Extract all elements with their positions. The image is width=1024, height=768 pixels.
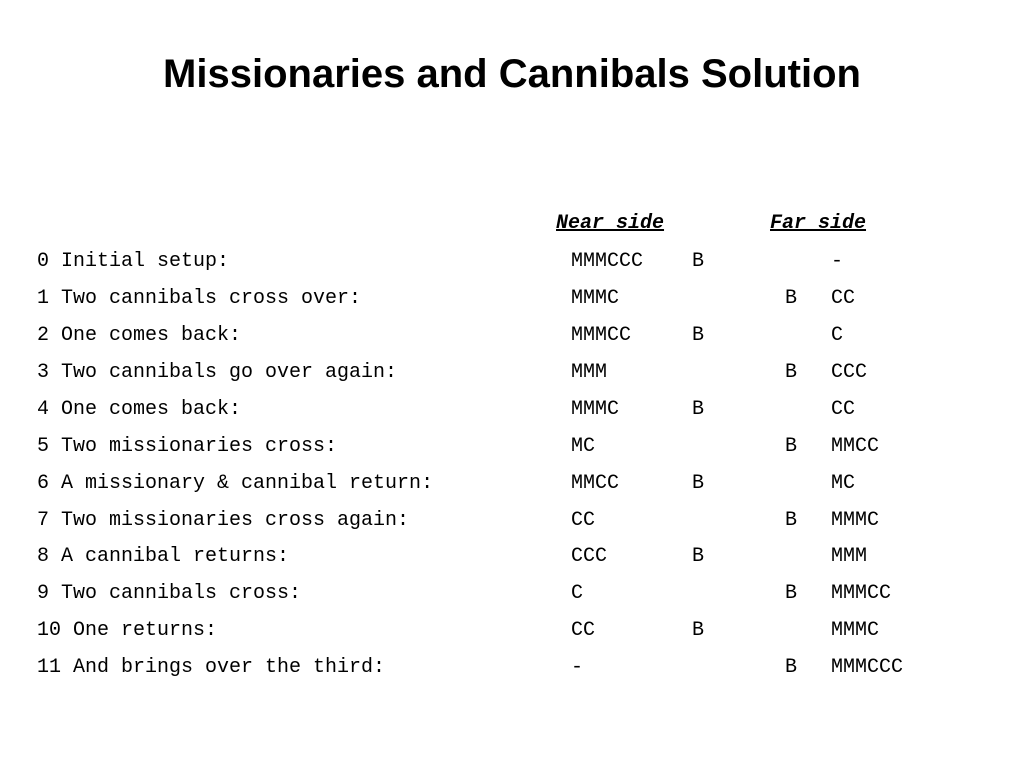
near-side-state: MMMC bbox=[571, 398, 620, 421]
near-boat-marker: B bbox=[692, 324, 705, 347]
header-near-side: Near side bbox=[556, 212, 665, 235]
near-side-state: CC bbox=[571, 619, 596, 642]
near-side-state: CCC bbox=[571, 545, 608, 568]
far-side-state: MMMCC bbox=[831, 582, 892, 605]
table-row: 2 One comes back: MMMCC B C bbox=[0, 323, 1024, 360]
table-row: 11 And brings over the third: - B MMMCCC bbox=[0, 655, 1024, 692]
table-row: 1 Two cannibals cross over: MMMC B CC bbox=[0, 286, 1024, 323]
far-side-state: MMMCCC bbox=[831, 656, 904, 679]
step-label: 4 One comes back: bbox=[37, 398, 242, 421]
table-row: 9 Two cannibals cross: C B MMMCC bbox=[0, 581, 1024, 618]
far-boat-marker: B bbox=[785, 582, 798, 605]
near-boat-marker: B bbox=[692, 545, 705, 568]
table-row: 5 Two missionaries cross: MC B MMCC bbox=[0, 434, 1024, 471]
far-boat-marker: B bbox=[785, 509, 798, 532]
table-row: 4 One comes back: MMMC B CC bbox=[0, 397, 1024, 434]
far-side-state: MMMC bbox=[831, 509, 880, 532]
near-side-state: MMMCC bbox=[571, 324, 632, 347]
step-label: 1 Two cannibals cross over: bbox=[37, 287, 362, 310]
far-boat-marker: B bbox=[785, 287, 798, 310]
far-boat-marker: B bbox=[785, 361, 798, 384]
near-boat-marker: B bbox=[692, 398, 705, 421]
table-row: 10 One returns: CC B MMMC bbox=[0, 618, 1024, 655]
far-side-state: CCC bbox=[831, 361, 868, 384]
near-side-state: MMMCCC bbox=[571, 250, 644, 273]
step-label: 11 And brings over the third: bbox=[37, 656, 386, 679]
near-boat-marker: B bbox=[692, 472, 705, 495]
far-boat-marker: B bbox=[785, 656, 798, 679]
far-side-state: CC bbox=[831, 287, 856, 310]
step-label: 9 Two cannibals cross: bbox=[37, 582, 302, 605]
slide-title: Missionaries and Cannibals Solution bbox=[163, 52, 861, 96]
step-label: 2 One comes back: bbox=[37, 324, 242, 347]
step-label: 8 A cannibal returns: bbox=[37, 545, 290, 568]
near-side-state: MMM bbox=[571, 361, 608, 384]
table-row: 8 A cannibal returns: CCC B MMM bbox=[0, 544, 1024, 581]
far-side-state: CC bbox=[831, 398, 856, 421]
near-side-state: MC bbox=[571, 435, 596, 458]
near-side-state: - bbox=[571, 656, 584, 679]
far-side-state: C bbox=[831, 324, 844, 347]
step-label: 7 Two missionaries cross again: bbox=[37, 509, 410, 532]
far-side-state: MMM bbox=[831, 545, 868, 568]
near-side-state: MMCC bbox=[571, 472, 620, 495]
near-boat-marker: B bbox=[692, 619, 705, 642]
header-far-side: Far side bbox=[770, 212, 867, 235]
table-row: 0 Initial setup: MMMCCC B - bbox=[0, 249, 1024, 286]
far-side-state: MC bbox=[831, 472, 856, 495]
table-row: 7 Two missionaries cross again: CC B MMM… bbox=[0, 508, 1024, 545]
far-side-state: MMCC bbox=[831, 435, 880, 458]
step-label: 3 Two cannibals go over again: bbox=[37, 361, 398, 384]
step-label: 5 Two missionaries cross: bbox=[37, 435, 338, 458]
near-boat-marker: B bbox=[692, 250, 705, 273]
far-side-state: - bbox=[831, 250, 844, 273]
near-side-state: CC bbox=[571, 509, 596, 532]
near-side-state: MMMC bbox=[571, 287, 620, 310]
step-label: 10 One returns: bbox=[37, 619, 218, 642]
table-row: 6 A missionary & cannibal return: MMCC B… bbox=[0, 471, 1024, 508]
step-label: 6 A missionary & cannibal return: bbox=[37, 472, 434, 495]
table-row: 3 Two cannibals go over again: MMM B CCC bbox=[0, 360, 1024, 397]
far-side-state: MMMC bbox=[831, 619, 880, 642]
near-side-state: C bbox=[571, 582, 584, 605]
step-label: 0 Initial setup: bbox=[37, 250, 230, 273]
far-boat-marker: B bbox=[785, 435, 798, 458]
